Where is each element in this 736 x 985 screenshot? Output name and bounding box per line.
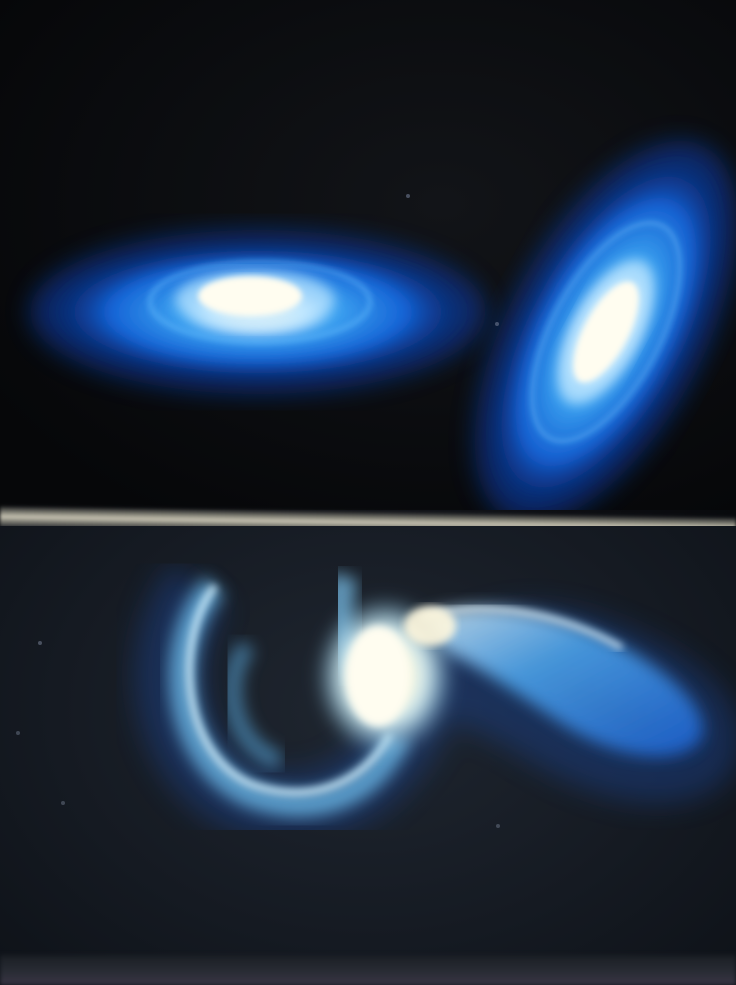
top-panel-scene (30, 140, 736, 510)
merging-galaxies (135, 563, 736, 843)
top-panel (0, 0, 736, 510)
screen-bottom-edge (0, 955, 736, 985)
bottom-panel (0, 526, 736, 985)
galaxy-tilted (474, 140, 736, 510)
galaxy-face-on (30, 230, 486, 394)
bottom-panel-scene (16, 563, 736, 843)
